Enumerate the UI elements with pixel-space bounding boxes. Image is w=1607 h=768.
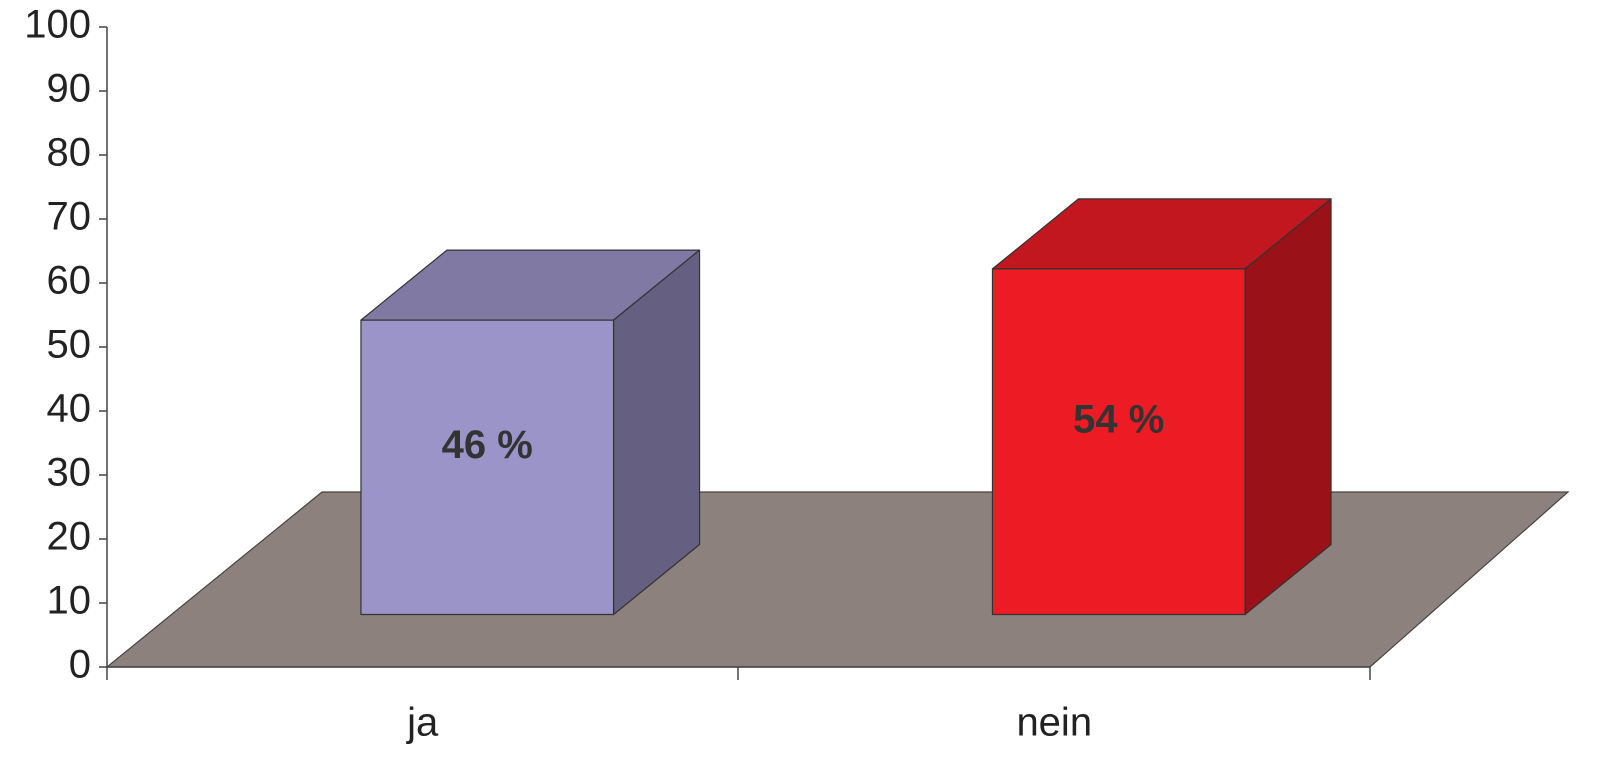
y-tick-label: 20 [47, 515, 92, 559]
y-tick-label: 100 [24, 3, 91, 47]
bar-side [1245, 199, 1331, 615]
value-label: 46 % [442, 423, 533, 467]
value-label: 54 % [1073, 397, 1164, 441]
y-tick-label: 40 [47, 387, 92, 431]
y-tick-label: 30 [47, 451, 92, 495]
y-tick-label: 10 [47, 579, 92, 623]
bar [361, 320, 614, 614]
y-tick-label: 70 [47, 195, 92, 239]
x-tick-label: ja [406, 701, 439, 745]
bar [992, 269, 1245, 615]
floor [107, 492, 1568, 667]
y-tick-label: 0 [69, 643, 91, 687]
y-tick-label: 60 [47, 259, 92, 303]
page: 0102030405060708090100ja46 %nein54 % (()… [0, 0, 1607, 768]
x-tick-label: nein [1016, 701, 1092, 745]
y-tick-label: 80 [47, 131, 92, 175]
chart: 0 10 20 30 40 50 60 70 80 90 100 ja 46 % nein 54 % [0, 0, 1607, 768]
y-tick-label: 50 [47, 323, 92, 367]
y-tick-label: 90 [47, 67, 92, 111]
